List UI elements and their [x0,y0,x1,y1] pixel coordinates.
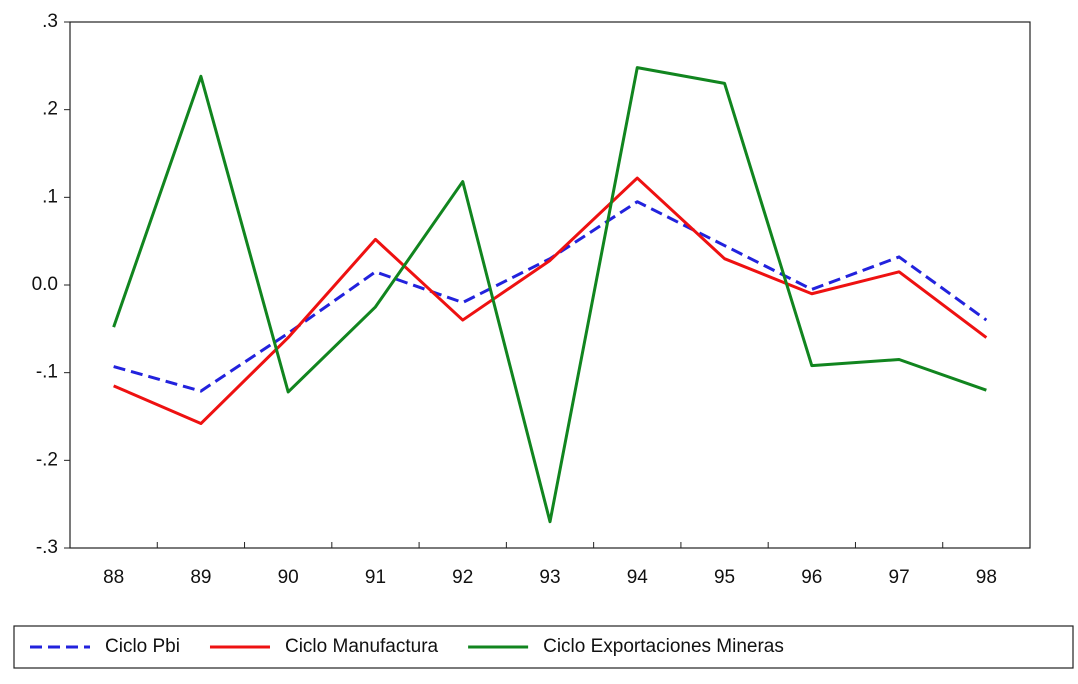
y-tick-label: .2 [42,99,58,120]
legend-label: Ciclo Pbi [105,636,180,657]
y-tick-label: .1 [42,186,58,207]
x-tick-label: 93 [539,567,560,588]
x-tick-label: 96 [801,567,822,588]
legend-label: Ciclo Exportaciones Mineras [543,636,784,657]
x-tick-label: 90 [278,567,299,588]
x-tick-label: 89 [190,567,211,588]
x-tick-label: 97 [889,567,910,588]
x-tick-label: 98 [976,567,997,588]
x-tick-label: 94 [627,567,649,588]
x-tick-label: 91 [365,567,386,588]
y-tick-label: -.1 [36,362,58,383]
y-tick-label: -.2 [36,449,58,470]
plot-frame [69,21,1031,549]
series-line [112,66,987,524]
legend-frame [13,625,1074,669]
x-tick-label: 92 [452,567,473,588]
y-tick-label: .3 [42,11,58,32]
y-tick-label: 0.0 [32,274,58,295]
x-tick-label: 95 [714,567,735,588]
legend-label: Ciclo Manufactura [285,636,439,657]
y-tick-label: -.3 [36,537,58,558]
series-line [113,176,988,426]
x-tick-label: 88 [103,567,124,588]
